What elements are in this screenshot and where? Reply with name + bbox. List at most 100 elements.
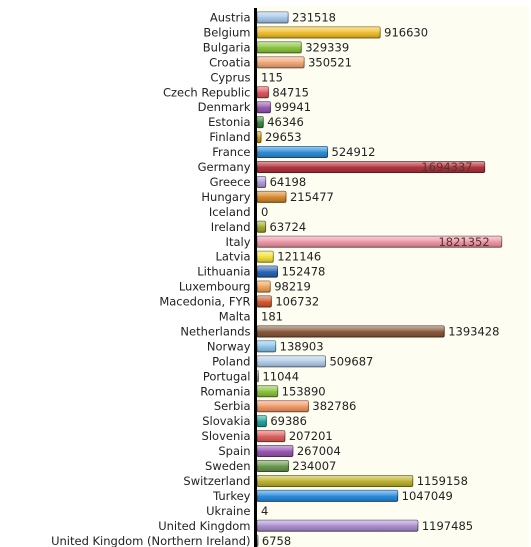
value-label-united-kingdom: 1197485	[422, 519, 473, 533]
bar-switzerland	[256, 474, 414, 487]
category-label-hungary: Hungary	[201, 190, 250, 204]
category-label-slovenia: Slovenia	[202, 429, 251, 443]
bar-estonia	[256, 116, 264, 129]
bar-macedonia-fyr	[256, 295, 272, 308]
category-label-finland: Finland	[209, 130, 250, 144]
value-label-spain: 267004	[297, 444, 341, 458]
value-label-ukraine: 4	[261, 504, 268, 518]
value-label-slovenia: 207201	[289, 429, 333, 443]
category-label-united-kingdom: United Kingdom	[158, 519, 250, 533]
value-label-hungary: 215477	[290, 190, 334, 204]
bar-lithuania	[256, 265, 278, 278]
value-label-switzerland: 1159158	[417, 474, 468, 488]
category-label-latvia: Latvia	[215, 250, 250, 264]
bar-greece	[256, 175, 267, 188]
bar-hungary	[256, 190, 287, 203]
category-label-spain: Spain	[218, 444, 250, 458]
category-label-romania: Romania	[200, 384, 250, 398]
category-label-netherlands: Netherlands	[180, 324, 250, 338]
bar-denmark	[256, 101, 271, 114]
bars-layer	[256, 11, 503, 547]
category-label-czech-republic: Czech Republic	[163, 85, 251, 99]
category-label-united-kingdom-northern-ireland: United Kingdom (Northern Ireland)	[51, 534, 250, 547]
value-label-macedonia-fyr: 106732	[275, 295, 319, 309]
bar-slovenia	[256, 430, 286, 443]
bar-austria	[256, 11, 289, 24]
bar-france	[256, 146, 329, 159]
bar-finland	[256, 131, 262, 144]
category-label-bulgaria: Bulgaria	[203, 40, 251, 54]
bar-czech-republic	[256, 86, 269, 99]
value-label-lithuania: 152478	[281, 265, 325, 279]
bar-belgium	[256, 26, 381, 39]
value-label-serbia: 382786	[312, 399, 356, 413]
labels-layer: Austria 231518 Belgium 916630 Bulgaria 329339…	[51, 11, 499, 547]
category-label-serbia: Serbia	[214, 399, 251, 413]
value-label-latvia: 121146	[277, 250, 321, 264]
bar-turkey	[256, 489, 399, 502]
plot-area-background	[255, 6, 529, 547]
value-label-luxembourg: 98219	[274, 280, 311, 294]
bar-romania	[256, 385, 279, 398]
value-label-poland: 509687	[329, 354, 373, 368]
category-label-luxembourg: Luxembourg	[179, 280, 251, 294]
category-label-norway: Norway	[207, 339, 251, 353]
category-label-slovakia: Slovakia	[202, 414, 250, 428]
value-label-netherlands: 1393428	[448, 324, 499, 338]
bar-bulgaria	[256, 41, 302, 54]
category-label-switzerland: Switzerland	[183, 474, 250, 488]
category-label-iceland: Iceland	[209, 205, 251, 219]
category-label-malta: Malta	[219, 310, 251, 324]
value-label-malta: 181	[261, 310, 283, 324]
bar-norway	[256, 340, 277, 353]
value-label-portugal: 11044	[262, 369, 299, 383]
bar-united-kingdom	[256, 519, 419, 532]
bar-sweden	[256, 460, 289, 472]
value-label-bulgaria: 329339	[305, 40, 349, 54]
bar-ireland	[256, 220, 267, 233]
value-label-iceland: 0	[261, 205, 268, 219]
bar-united-kingdom-northern-ireland	[256, 534, 259, 547]
category-label-poland: Poland	[212, 354, 250, 368]
bar-netherlands	[256, 325, 445, 338]
value-label-norway: 138903	[280, 339, 324, 353]
value-label-czech-republic: 84715	[272, 85, 309, 99]
category-label-denmark: Denmark	[198, 100, 251, 114]
value-label-estonia: 46346	[267, 115, 304, 129]
category-label-estonia: Estonia	[208, 115, 250, 129]
value-label-croatia: 350521	[308, 55, 352, 69]
bar-poland	[256, 355, 326, 368]
value-label-austria: 231518	[292, 11, 336, 25]
bar-slovakia	[256, 415, 267, 428]
value-label-turkey: 1047049	[402, 489, 453, 503]
category-label-ireland: Ireland	[211, 220, 251, 234]
bar-italy	[256, 235, 503, 248]
value-label-slovakia: 69386	[270, 414, 307, 428]
value-label-denmark: 99941	[274, 100, 311, 114]
category-label-sweden: Sweden	[205, 459, 250, 473]
category-label-greece: Greece	[210, 175, 251, 189]
category-label-belgium: Belgium	[203, 25, 250, 39]
bar-spain	[256, 445, 294, 458]
category-label-turkey: Turkey	[212, 489, 251, 503]
value-label-italy: 1821352	[438, 235, 489, 249]
value-label-sweden: 234007	[292, 459, 336, 473]
value-label-cyprus: 115	[261, 70, 283, 84]
bar-latvia	[256, 250, 274, 263]
bar-portugal	[256, 370, 259, 383]
value-label-france: 524912	[332, 145, 376, 159]
value-label-belgium: 916630	[384, 25, 428, 39]
category-label-france: France	[212, 145, 250, 159]
value-label-germany: 1694337	[421, 160, 472, 174]
category-label-macedonia-fyr: Macedonia, FYR	[159, 295, 250, 309]
category-label-italy: Italy	[226, 235, 251, 249]
value-label-finland: 29653	[265, 130, 302, 144]
value-label-ireland: 63724	[270, 220, 307, 234]
bar-serbia	[256, 400, 309, 413]
category-label-austria: Austria	[210, 11, 251, 25]
bar-luxembourg	[256, 280, 271, 293]
category-label-lithuania: Lithuania	[197, 265, 250, 279]
category-label-ukraine: Ukraine	[206, 504, 250, 518]
value-label-greece: 64198	[270, 175, 307, 189]
value-label-romania: 153890	[282, 384, 326, 398]
